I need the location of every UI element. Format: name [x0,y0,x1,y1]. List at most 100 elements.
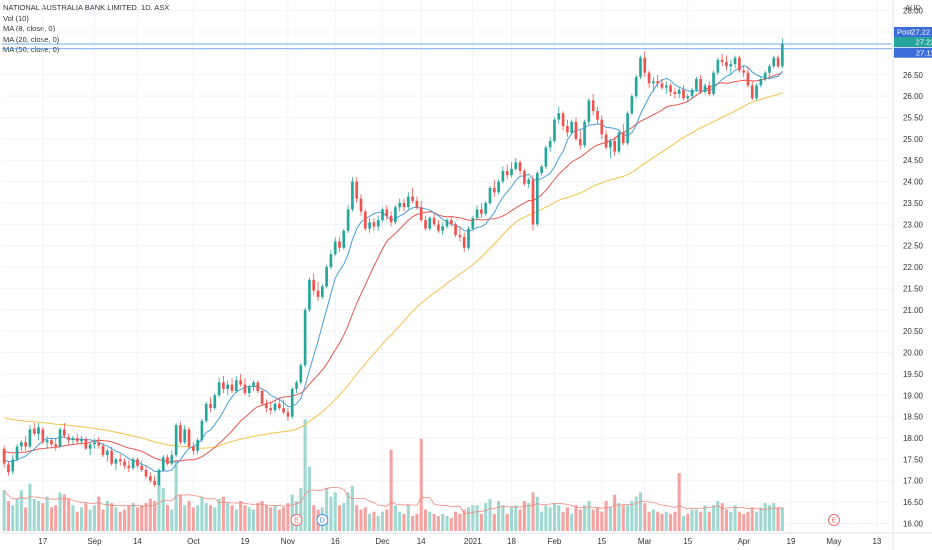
candle-body [664,85,668,88]
candle-body [187,429,191,447]
candle-body [449,220,453,225]
volume-bar [716,500,720,531]
candle-body [161,457,165,471]
volume-bar [350,485,354,531]
candle-body [308,279,311,310]
candle-body [621,132,625,144]
volume-bar [24,507,28,531]
candle-body [239,380,242,385]
volume-bar [389,449,393,531]
volume-bar [643,503,647,531]
price-axis[interactable]: AUD28.0027.5026.5026.0025.5025.0024.5024… [892,0,924,550]
candle-body [566,126,569,133]
post-tag-label: Post [897,28,913,37]
price-tick-label: 18.00 [903,434,924,443]
volume-bar [458,513,462,531]
volume-bar [436,515,440,531]
volume-bar [565,507,569,531]
candle-body [432,217,436,225]
volume-bar [41,503,45,531]
volume-bar [273,505,277,531]
candle-body [209,403,212,409]
volume-bar [312,505,316,531]
legend-volume: Vol (10) [3,13,29,23]
price-tick-label: 25.50 [903,114,924,123]
candle-body [157,470,161,485]
candle-body [617,132,621,152]
candle-body [600,119,604,135]
volume-bar [767,505,772,531]
volume-bar [380,511,385,531]
time-tick-label: May [826,537,841,546]
candle-body [295,382,298,389]
candle-body [342,230,346,248]
candle-body [174,425,178,456]
time-tick-label: 14 [417,537,426,546]
candle-body [359,198,363,212]
candle-body [768,66,771,73]
volume-bar [131,503,135,531]
volume-bar [58,492,62,531]
candle-body [643,57,647,73]
price-tick-label: 24.00 [903,178,924,187]
volume-bar [505,513,509,531]
volume-bar [208,505,213,531]
candle-body [729,64,733,67]
candle-body [329,254,333,268]
candle-body [200,420,204,441]
candle-body [183,429,187,443]
volume-bar [578,509,582,531]
volume-bar [479,513,483,531]
volume-bar [153,500,157,531]
candle-body [355,181,359,199]
price-tick-label: 17.50 [903,455,924,464]
volume-bar [174,460,178,531]
volume-bar [71,505,75,531]
last-price-tag: 27.22 [894,37,932,48]
volume-bar [342,503,346,531]
candle-body [394,207,397,223]
chart-legend: NATIONAL AUSTRALIA BANK LIMITED, 1D, ASX… [3,3,169,56]
volume-bar [548,507,552,531]
candle-body [320,286,324,297]
candle-body [230,384,234,391]
volume-bar [729,511,733,531]
post-tag-value: 27.22 [911,28,930,37]
price-tick-label: 28.00 [903,7,924,16]
volume-bar [243,505,247,531]
candle-body [445,220,449,227]
volume-bar [307,466,311,531]
candle-body [88,444,92,449]
volume-bar [720,503,724,531]
moving-average-lines [3,65,783,473]
candle-body [402,202,406,208]
volume-bar [226,503,230,531]
time-axis[interactable]: 17 Sep 14 Oct 19 Nov 16 Dec 14 2021 18 Feb 15 Mar 15 Ap… [0,532,932,546]
volume-bar [11,505,15,531]
ma8-line [3,65,783,473]
price-tick-label: 16.50 [903,498,924,507]
candle-body [252,382,255,387]
candle-body [492,188,496,193]
volume-bar [677,473,681,531]
price-tick-label: 16.00 [903,519,924,528]
candle-body [673,91,677,95]
candle-body [372,222,376,227]
candle-body [316,290,320,297]
volume-bar [299,488,303,531]
candle-body [656,81,660,84]
price-lines [2,43,892,50]
candle-body [415,200,419,208]
candle-body [733,57,737,65]
candle-body [720,59,724,62]
volume-bar [325,488,329,531]
volume-bar [737,511,741,531]
candle-body [488,188,492,203]
volume-bar [432,513,436,531]
volume-bar [759,507,763,531]
last-price-tag-bg [894,37,932,48]
volume-bar [79,507,84,531]
volume-bar [75,511,79,531]
